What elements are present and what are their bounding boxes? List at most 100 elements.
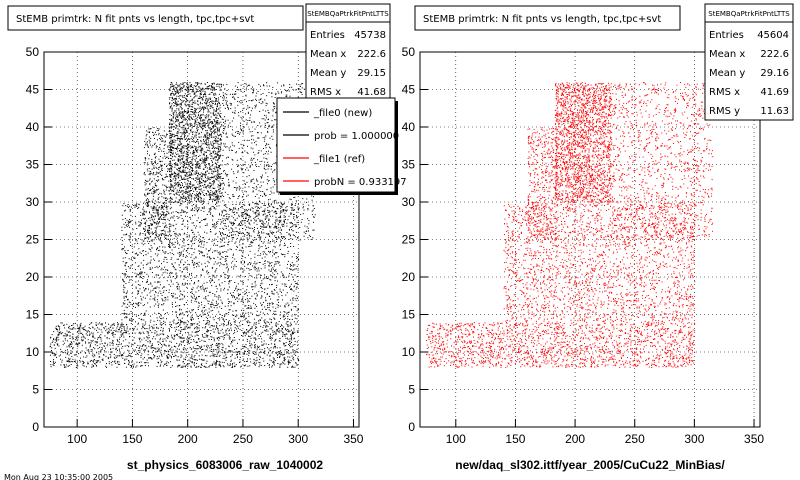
data-point — [169, 329, 170, 331]
data-point — [132, 329, 134, 331]
data-point — [180, 167, 181, 168]
data-point — [172, 152, 174, 154]
data-point — [175, 306, 177, 307]
data-point — [222, 118, 224, 120]
data-point — [117, 345, 119, 347]
data-point — [218, 157, 220, 159]
data-point — [307, 209, 309, 211]
data-point — [123, 329, 125, 331]
data-point — [299, 86, 301, 87]
data-point — [217, 159, 219, 161]
data-point — [218, 85, 220, 87]
data-point — [79, 328, 81, 330]
data-point — [183, 137, 185, 139]
data-point — [262, 101, 264, 103]
data-point — [245, 113, 247, 115]
data-point — [256, 347, 258, 349]
data-point — [195, 135, 197, 137]
data-point — [285, 337, 287, 339]
data-point — [187, 87, 188, 89]
data-point — [176, 153, 178, 155]
data-point — [213, 176, 215, 178]
data-point — [170, 177, 172, 178]
data-point — [172, 166, 174, 168]
data-point — [191, 146, 193, 148]
data-point — [295, 351, 297, 353]
data-point — [104, 342, 106, 344]
data-point — [69, 361, 71, 363]
data-point — [238, 339, 240, 341]
data-point — [233, 173, 235, 175]
data-point — [179, 89, 181, 91]
data-point — [181, 114, 183, 116]
data-point — [234, 107, 236, 109]
data-point — [284, 360, 286, 362]
data-point — [184, 366, 186, 368]
data-point — [211, 177, 212, 179]
data-point — [289, 343, 291, 345]
data-point — [209, 355, 211, 357]
data-point — [50, 354, 51, 356]
data-point — [269, 337, 271, 339]
data-point — [270, 334, 271, 335]
data-point — [271, 192, 273, 194]
data-point — [103, 345, 105, 347]
data-point — [63, 364, 65, 365]
data-point — [183, 186, 184, 188]
data-point — [70, 328, 72, 330]
data-point — [205, 181, 206, 183]
data-point — [92, 332, 94, 334]
data-point — [199, 189, 201, 191]
data-point — [235, 177, 237, 178]
data-point — [182, 340, 184, 342]
data-point — [283, 85, 285, 87]
data-point — [96, 345, 98, 347]
data-point — [195, 108, 197, 110]
data-point — [196, 345, 198, 346]
data-point — [188, 118, 190, 120]
data-point — [212, 177, 213, 179]
data-point — [166, 336, 168, 338]
data-point — [181, 87, 183, 89]
data-point — [236, 130, 238, 132]
data-point — [111, 332, 113, 334]
data-point — [147, 338, 149, 340]
data-point — [52, 352, 54, 354]
data-point — [188, 101, 190, 103]
data-point — [82, 339, 84, 341]
data-point — [226, 146, 228, 148]
data-point — [276, 330, 278, 332]
data-point — [236, 354, 238, 355]
data-point — [234, 327, 236, 329]
data-point — [176, 132, 178, 134]
data-point — [199, 329, 200, 331]
data-point — [89, 344, 91, 346]
data-point — [79, 324, 81, 326]
data-point — [199, 114, 201, 116]
data-point — [222, 92, 224, 94]
data-point — [279, 366, 281, 368]
data-point — [192, 188, 194, 190]
data-point — [200, 199, 202, 201]
data-point — [208, 322, 210, 324]
data-point — [127, 354, 129, 356]
data-point — [66, 360, 68, 362]
data-point — [214, 124, 216, 126]
data-point — [181, 171, 183, 173]
data-point — [228, 185, 230, 187]
data-point — [312, 205, 314, 207]
data-point — [188, 146, 190, 148]
data-point — [187, 154, 189, 156]
data-point — [196, 164, 198, 166]
data-point — [91, 355, 93, 357]
data-point — [225, 97, 227, 99]
data-point — [215, 198, 217, 200]
data-point — [246, 176, 248, 178]
data-point — [187, 149, 189, 151]
data-point — [210, 325, 212, 327]
data-point — [189, 100, 191, 102]
data-point — [220, 89, 222, 91]
data-point — [200, 175, 202, 177]
data-point — [200, 117, 202, 119]
data-point — [201, 98, 203, 100]
